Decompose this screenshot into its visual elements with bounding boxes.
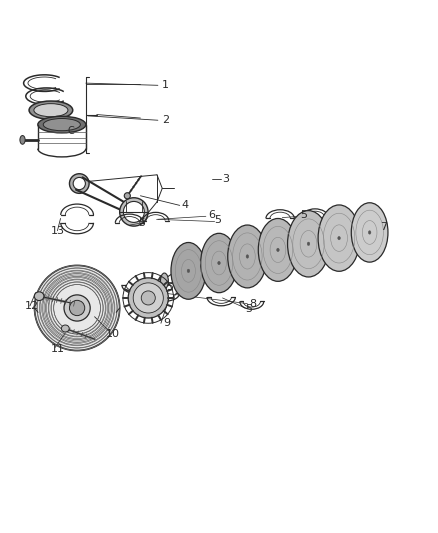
Ellipse shape — [218, 261, 220, 265]
Text: 1: 1 — [162, 80, 169, 90]
Text: 5: 5 — [245, 304, 252, 314]
Ellipse shape — [258, 219, 297, 281]
Ellipse shape — [120, 198, 148, 226]
Text: 8: 8 — [250, 298, 257, 309]
Ellipse shape — [35, 265, 120, 351]
Text: 5: 5 — [300, 210, 307, 220]
Ellipse shape — [141, 291, 155, 305]
Ellipse shape — [34, 103, 68, 117]
Ellipse shape — [70, 174, 89, 193]
Ellipse shape — [70, 300, 85, 316]
Text: 6: 6 — [208, 210, 215, 220]
Text: 12: 12 — [25, 301, 39, 311]
Text: 9: 9 — [163, 318, 170, 328]
Text: 4: 4 — [182, 200, 189, 211]
Text: 2: 2 — [162, 115, 170, 125]
Ellipse shape — [277, 248, 279, 252]
Text: 13: 13 — [51, 225, 65, 236]
Ellipse shape — [64, 295, 90, 321]
Ellipse shape — [246, 255, 249, 258]
Text: 5: 5 — [215, 215, 222, 225]
Ellipse shape — [187, 269, 190, 272]
Text: 5: 5 — [138, 218, 145, 228]
Ellipse shape — [43, 118, 81, 131]
Ellipse shape — [368, 231, 371, 234]
Ellipse shape — [124, 201, 145, 222]
Ellipse shape — [128, 278, 168, 318]
Text: 5: 5 — [166, 282, 173, 292]
Ellipse shape — [228, 225, 267, 288]
Ellipse shape — [73, 177, 85, 190]
Ellipse shape — [20, 135, 25, 144]
Ellipse shape — [201, 233, 237, 293]
Ellipse shape — [171, 243, 206, 299]
Text: 7: 7 — [381, 222, 388, 232]
Ellipse shape — [38, 116, 86, 133]
Ellipse shape — [338, 236, 340, 240]
Text: 10: 10 — [106, 329, 120, 339]
Text: C: C — [67, 126, 74, 136]
Text: 3: 3 — [223, 174, 230, 184]
Ellipse shape — [307, 242, 310, 246]
Ellipse shape — [124, 193, 131, 199]
Ellipse shape — [61, 325, 69, 332]
Ellipse shape — [34, 292, 44, 301]
Ellipse shape — [160, 273, 168, 289]
Ellipse shape — [351, 203, 388, 262]
Ellipse shape — [318, 205, 360, 271]
Ellipse shape — [133, 283, 163, 313]
Ellipse shape — [288, 211, 329, 277]
Text: 11: 11 — [51, 344, 65, 354]
Ellipse shape — [29, 101, 73, 119]
